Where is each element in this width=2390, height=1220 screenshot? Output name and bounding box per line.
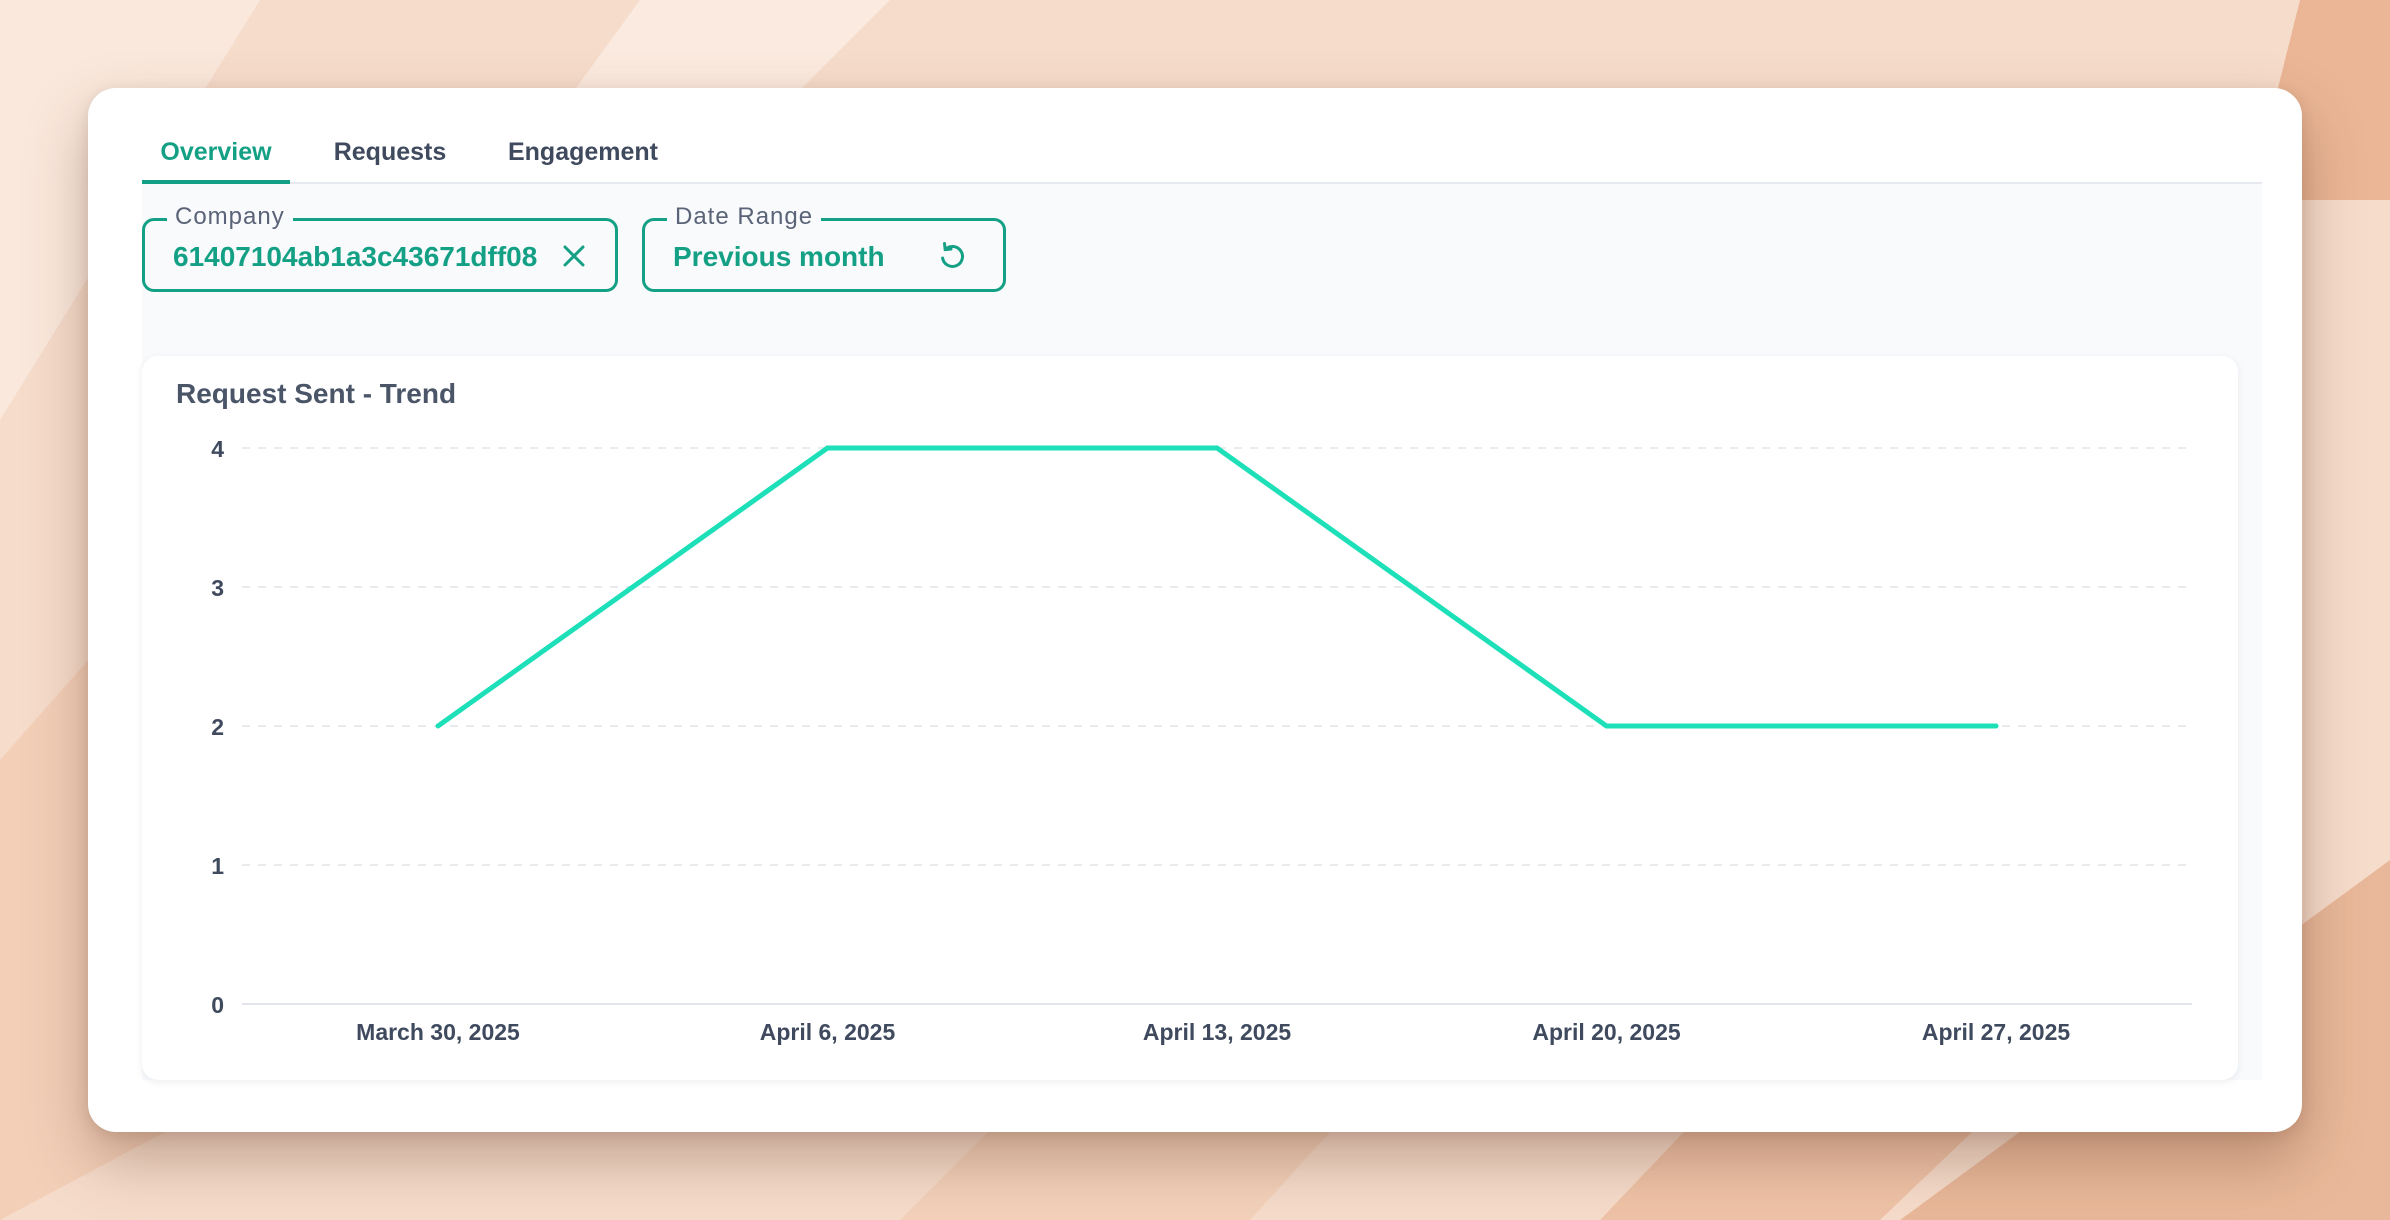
tab-overview[interactable]: Overview xyxy=(142,136,290,184)
y-tick-label-1: 1 xyxy=(211,853,224,879)
date-range-filter-label: Date Range xyxy=(667,203,822,231)
x-tick-label-1: April 6, 2025 xyxy=(760,1019,896,1045)
x-tick-label-4: April 27, 2025 xyxy=(1922,1019,2071,1045)
data-point-0-4 xyxy=(1993,723,1999,729)
company-filter-value: 61407104ab1a3c43671dff08 xyxy=(173,241,538,272)
date-range-filter-value: Previous month xyxy=(673,241,885,272)
x-tick-label-3: April 20, 2025 xyxy=(1532,1019,1681,1045)
company-filter[interactable]: Company 61407104ab1a3c43671dff08 xyxy=(142,203,618,292)
x-tick-label-0: March 30, 2025 xyxy=(356,1019,520,1045)
dashboard-card: Overview Requests Engagement Company 614… xyxy=(88,88,2302,1132)
request-trend-chart-card: Request Sent - Trend 0 1 2 3 4 March 30, 2025… xyxy=(142,356,2238,1080)
close-icon[interactable] xyxy=(557,239,591,273)
data-point-0-2 xyxy=(1214,445,1220,451)
tab-requests[interactable]: Requests xyxy=(333,138,447,166)
chart-title: Request Sent - Trend xyxy=(176,378,457,409)
tab-bar: Overview Requests Engagement xyxy=(142,136,2262,184)
reset-icon[interactable] xyxy=(935,239,969,273)
data-point-0-3 xyxy=(1604,723,1609,729)
request-trend-chart: 0 1 2 3 4 March 30, 2025 April 6, 2025 April 13… xyxy=(211,436,2192,1045)
tab-engagement[interactable]: Engagement xyxy=(507,138,659,166)
y-tick-label-2: 2 xyxy=(211,714,224,740)
y-tick-label-4: 4 xyxy=(211,436,224,462)
x-tick-label-2: April 13, 2025 xyxy=(1143,1019,1292,1045)
date-range-filter[interactable]: Date Range Previous month xyxy=(642,203,1006,292)
y-tick-label-3: 3 xyxy=(211,575,224,601)
company-filter-label: Company xyxy=(167,203,293,231)
y-tick-label-0: 0 xyxy=(211,992,224,1018)
data-point-0-0 xyxy=(435,723,441,729)
data-point-0-1 xyxy=(825,445,830,451)
